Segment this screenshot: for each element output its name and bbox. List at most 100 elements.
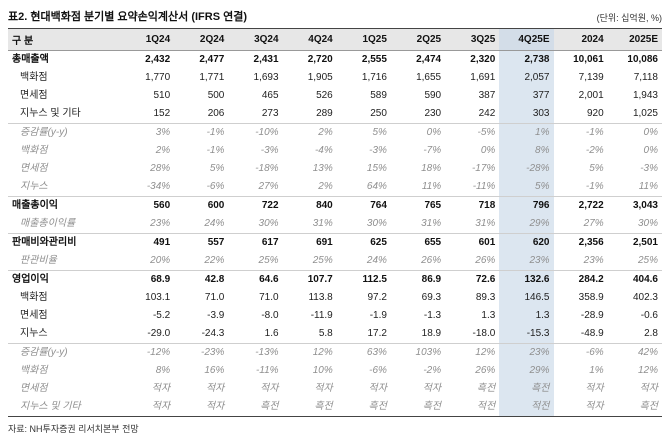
cell: 1% xyxy=(589,365,604,376)
cell: 26% xyxy=(475,365,496,376)
cell: 24% xyxy=(366,255,387,266)
cell: 617 xyxy=(228,233,283,252)
cell: 1,655 xyxy=(416,72,442,83)
cell: -23% xyxy=(174,343,229,362)
table-row: 매출총이익 560 600 722 840 764 765 718 796 2,722 3,043 xyxy=(8,196,662,215)
column-header-label: 구 분 xyxy=(8,28,120,51)
table-row: 영업이익 68.9 42.8 64.6 107.7 112.5 86.9 72.6 132.6 2… xyxy=(8,270,662,289)
table-row: 백화점 8% 16% -11% 10% -6% -2% 26% 29% 1% 12% xyxy=(8,362,662,380)
source-note: 자료: NH투자증권 리서치본부 전망 xyxy=(8,424,139,434)
row-label: 면세점 xyxy=(20,310,48,321)
cell: 3,043 xyxy=(607,196,662,215)
cell: 23% xyxy=(499,252,554,271)
header-row: 구 분 1Q24 2Q24 3Q24 4Q24 1Q25 2Q25 3Q25 4Q25E 2024… xyxy=(8,28,662,51)
cell: -18.0 xyxy=(472,328,496,339)
cell: 2,555 xyxy=(361,54,387,65)
cell: 30% xyxy=(366,218,387,229)
cell: -1.9 xyxy=(369,310,387,321)
column-header: 2025E xyxy=(607,28,662,51)
cell: 491 xyxy=(120,233,175,252)
cell: 589 xyxy=(370,90,387,101)
cell: 620 xyxy=(499,233,554,252)
cell: 10,061 xyxy=(573,54,604,65)
cell: 25% xyxy=(258,255,279,266)
cell: 2,720 xyxy=(307,54,333,65)
table-row: 증감률(y-y) -12% -23% -13% 12% 63% 103% 12% 23% -6% 4… xyxy=(8,343,662,362)
cell: 358.9 xyxy=(578,292,604,303)
cell: 722 xyxy=(228,196,283,215)
table-row: 백화점 103.1 71.0 71.0 113.8 97.2 69.3 89.3 146.5 35… xyxy=(8,289,662,307)
table-title: 표2. 현대백화점 분기별 요약손익계산서 (IFRS 연결) xyxy=(8,11,247,23)
cell: 0% xyxy=(480,145,496,156)
cell: 1,693 xyxy=(253,72,279,83)
cell: 0% xyxy=(390,123,446,142)
cell: 765 xyxy=(390,196,446,215)
column-header: 2Q24 xyxy=(174,28,229,51)
cell: 2,501 xyxy=(607,233,662,252)
cell: 31% xyxy=(475,218,496,229)
cell: 2,001 xyxy=(578,90,604,101)
cell: 112.5 xyxy=(336,270,391,289)
cell: 600 xyxy=(174,196,229,215)
cell: 10,086 xyxy=(627,54,658,65)
cell: 적전 xyxy=(499,398,554,417)
cell: -12% xyxy=(120,343,175,362)
cell: 23% xyxy=(499,343,554,362)
cell: 404.6 xyxy=(607,270,662,289)
row-label: 판관비율 xyxy=(20,255,57,266)
cell: 적자 xyxy=(174,398,229,417)
cell: 3% xyxy=(120,123,175,142)
cell: 71.0 xyxy=(204,292,225,303)
cell: 1,943 xyxy=(632,90,658,101)
cell: 72.6 xyxy=(445,270,500,289)
cell: 12% xyxy=(282,343,337,362)
row-label: 매출총이익 xyxy=(8,196,120,215)
cell: 30% xyxy=(637,218,658,229)
cell: 510 xyxy=(153,90,171,101)
cell: 흑전 xyxy=(282,398,337,417)
row-label: 백화점 xyxy=(20,72,48,83)
table-titlebar: 표2. 현대백화점 분기별 요약손익계산서 (IFRS 연결) (단위: 십억원… xyxy=(8,8,662,24)
cell: 1,771 xyxy=(199,72,225,83)
cell: 적자 xyxy=(585,383,604,394)
cell: 796 xyxy=(499,196,554,215)
row-label: 지누스 및 기타 xyxy=(8,398,120,417)
cell: 2% xyxy=(155,145,171,156)
cell: 23% xyxy=(150,218,171,229)
table-head: 구 분 1Q24 2Q24 3Q24 4Q24 1Q25 2Q25 3Q25 4Q25E 2024… xyxy=(8,28,662,51)
cell: 89.3 xyxy=(475,292,496,303)
financial-table: 구 분 1Q24 2Q24 3Q24 4Q24 1Q25 2Q25 3Q25 4Q25E 2024… xyxy=(8,28,662,417)
cell: 63% xyxy=(336,343,391,362)
cell: 0% xyxy=(607,123,662,142)
cell: 27% xyxy=(258,181,279,192)
cell: 28% xyxy=(150,163,171,174)
cell: 69.3 xyxy=(421,292,442,303)
cell: -11% xyxy=(472,181,496,192)
cell: 1,905 xyxy=(307,72,333,83)
cell: -6% xyxy=(369,365,387,376)
column-header: 4Q24 xyxy=(282,28,337,51)
cell: 10% xyxy=(312,365,333,376)
cell: 1,691 xyxy=(470,72,496,83)
cell: 흑전 xyxy=(336,398,391,417)
table-row: 지누스 및 기타 적자 적자 흑전 흑전 흑전 흑전 적전 적전 적자 흑전 xyxy=(8,398,662,417)
cell: -2% xyxy=(585,145,604,156)
cell: -28.9 xyxy=(580,310,604,321)
row-label: 판매비와관리비 xyxy=(8,233,120,252)
cell: 42% xyxy=(607,343,662,362)
cell: 601 xyxy=(445,233,500,252)
cell: 20% xyxy=(150,255,171,266)
cell: 146.5 xyxy=(499,289,554,307)
cell: 64% xyxy=(366,181,387,192)
table-body: 총매출액 2,432 2,477 2,431 2,720 2,555 2,474 2,320 2… xyxy=(8,50,662,417)
cell: -1% xyxy=(553,123,608,142)
cell: -17% xyxy=(471,163,496,174)
cell: -6% xyxy=(206,181,225,192)
cell: 2,320 xyxy=(470,54,496,65)
cell: 2,356 xyxy=(553,233,608,252)
cell: 적자 xyxy=(205,383,225,394)
cell: -29.0 xyxy=(147,328,171,339)
cell: 42.8 xyxy=(174,270,229,289)
cell: 1.3 xyxy=(481,310,496,321)
cell: 5.8 xyxy=(318,328,333,339)
